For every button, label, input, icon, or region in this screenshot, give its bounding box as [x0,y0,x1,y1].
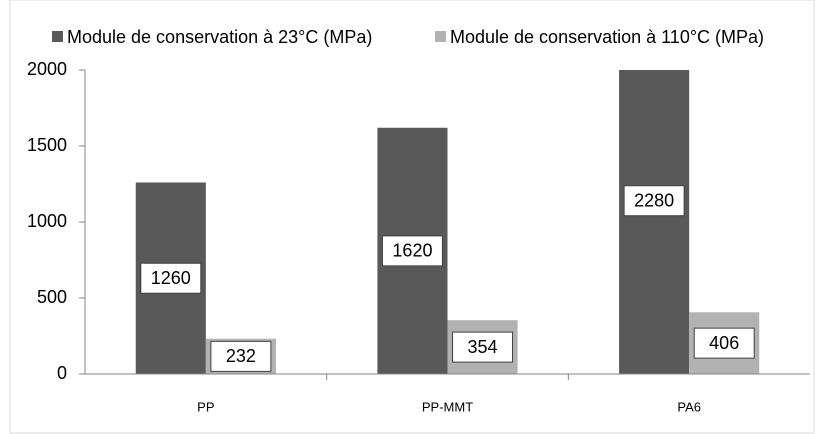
y-tick-label: 2000 [27,59,67,79]
x-tick-label: PP-MMT [422,399,473,414]
legend: Module de conservation à 23°C (MPa) Modul… [52,27,764,47]
value-label-box [210,340,272,372]
value-label-box [140,262,202,294]
value-label: 1620 [392,241,432,261]
value-label-box [693,327,755,359]
bar [619,70,690,374]
y-tick-label: 1500 [27,135,67,155]
y-tick-label: 500 [37,287,67,307]
value-label: 232 [226,346,256,366]
x-tick-label: PA6 [677,399,701,414]
legend-label: Module de conservation à 23°C (MPa) [67,27,372,47]
legend-swatch [52,31,63,42]
value-label: 406 [709,333,739,353]
value-label-box [623,185,685,217]
legend-label: Module de conservation à 110°C (MPa) [450,27,764,47]
value-label-box [452,331,514,363]
legend-swatch [435,31,446,42]
value-label: 1260 [151,268,191,288]
value-label: 354 [468,337,498,357]
chart-border [9,0,815,434]
value-label: 2280 [634,190,674,210]
x-tick-label: PP [197,399,214,414]
y-tick-label: 0 [57,363,67,383]
value-label-box [381,235,443,267]
y-tick-label: 1000 [27,211,67,231]
